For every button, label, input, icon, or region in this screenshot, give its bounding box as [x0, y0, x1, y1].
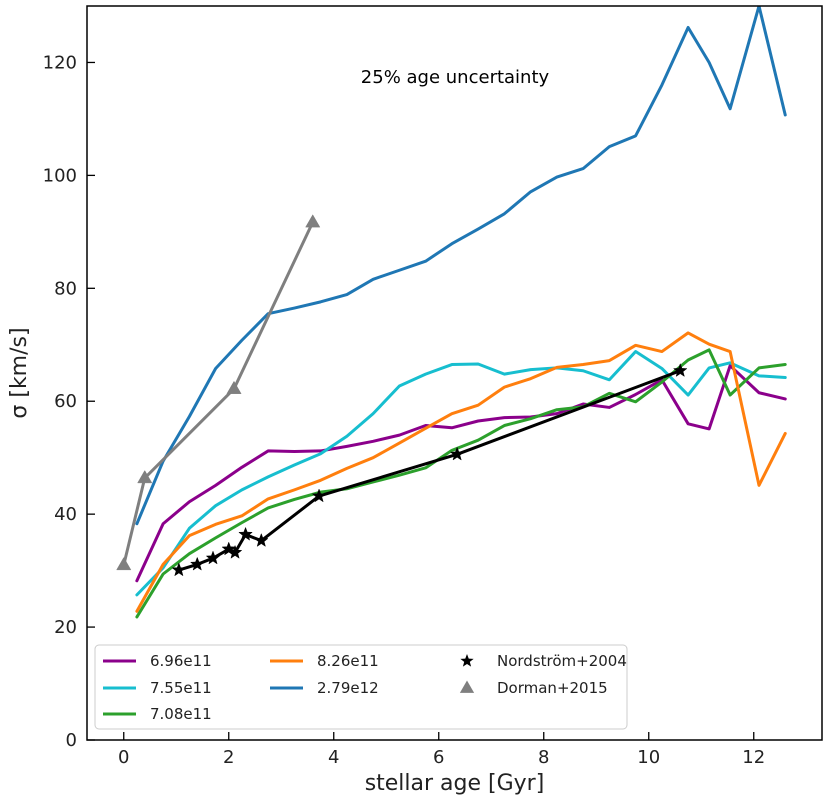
series-line: [177, 369, 682, 572]
legend-item: 7.08e11: [103, 705, 212, 723]
triangle-marker: [116, 556, 132, 571]
x-tick-label: 4: [328, 747, 339, 768]
series-4: [135, 6, 787, 526]
y-tick-label: 80: [54, 278, 77, 299]
star-marker: [221, 541, 237, 556]
series-line: [135, 364, 787, 583]
legend-marker: [460, 654, 474, 667]
series-line: [122, 220, 315, 567]
plot-frame: [86, 5, 823, 741]
y-tick-label: 100: [43, 165, 77, 186]
legend-item: Nordström+2004: [460, 652, 627, 670]
star-marker: [205, 550, 221, 565]
plot-area: [116, 6, 787, 619]
legend-label: Nordström+2004: [497, 652, 627, 670]
x-tick-label: 10: [637, 747, 660, 768]
y-tick-label: 0: [66, 730, 77, 751]
star-marker: [171, 562, 187, 577]
y-tick-label: 60: [54, 391, 77, 412]
legend-item: 7.55e11: [103, 679, 212, 697]
y-axis-title: σ [km/s]: [7, 327, 32, 418]
triangle-marker: [137, 470, 153, 484]
legend-label: 7.08e11: [150, 705, 212, 723]
series-0: [135, 364, 787, 583]
annotation-text: 25% age uncertainty: [361, 67, 550, 88]
series-3: [135, 331, 787, 613]
x-tick-label: 6: [433, 747, 444, 768]
legend-box: [94, 644, 628, 730]
star-marker: [189, 556, 205, 571]
y-tick-label: 40: [54, 504, 77, 525]
star-marker: [253, 532, 269, 547]
series-5: [171, 363, 688, 577]
star-marker: [449, 446, 465, 461]
x-axis-title: stellar age [Gyr]: [365, 771, 545, 796]
legend-label: 6.96e11: [150, 652, 212, 670]
triangle-marker: [305, 214, 321, 228]
legend-item: 6.96e11: [103, 652, 212, 670]
series-6: [116, 214, 321, 571]
series-line: [135, 6, 787, 526]
legend-item: 2.79e12: [270, 679, 379, 697]
legend: 6.96e11 7.55e11 7.08e11 8.26e11 2.79e12 Nords…: [94, 644, 628, 730]
x-tick-label: 8: [538, 747, 549, 768]
legend-label: 8.26e11: [317, 652, 379, 670]
legend-label: 7.55e11: [150, 679, 212, 697]
x-tick-label: 2: [223, 747, 234, 768]
legend-label: Dorman+2015: [497, 679, 608, 697]
series-1: [135, 350, 787, 597]
x-tick-label: 0: [118, 747, 129, 768]
series-line: [135, 350, 787, 597]
y-tick-label: 120: [43, 52, 77, 73]
y-tick-label: 20: [54, 617, 77, 638]
series-line: [135, 348, 787, 619]
series-2: [135, 348, 787, 619]
triangle-marker: [226, 380, 242, 394]
star-marker: [311, 488, 327, 503]
legend-label: 2.79e12: [317, 679, 379, 697]
series-line: [135, 331, 787, 613]
legend-item: 8.26e11: [270, 652, 379, 670]
legend-marker: [459, 680, 475, 693]
x-tick-label: 12: [742, 747, 765, 768]
star-marker: [672, 363, 688, 377]
legend-item: Dorman+2015: [459, 679, 608, 697]
star-marker: [238, 526, 253, 541]
star-marker: [227, 544, 243, 559]
